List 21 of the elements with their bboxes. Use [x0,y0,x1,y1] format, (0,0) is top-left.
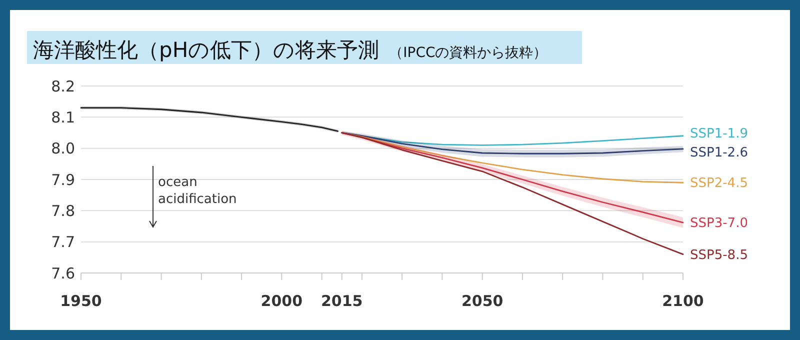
chart-title: 海洋酸性化（pHの低下）の将来予測 [33,38,380,62]
chart-subtitle: （IPCCの資料から抜粋） [389,45,548,61]
x-tick-label: 1950 [60,292,102,310]
line-series [341,132,684,255]
y-tick-label: 7.9 [51,170,75,189]
x-tick-label: 2000 [260,292,303,310]
y-tick-label: 7.8 [51,202,75,220]
series-label: SSP5-8.5 [690,248,748,263]
y-tick-label: 7.7 [51,233,75,252]
series-label: SSP3-7.0 [690,216,748,232]
y-tick-label: 8.2 [51,77,75,96]
y-tick-label: 8.0 [51,140,75,158]
x-tick-label: 2050 [461,292,504,310]
series-label: SSP1-2.6 [690,145,748,160]
series-label: SSP1-1.9 [690,126,748,142]
y-tick-label: 8.1 [51,108,75,126]
y-tick-label: 7.6 [51,264,75,282]
x-tick-label: 2100 [662,292,704,310]
annotation: ocean acidification [158,175,237,207]
series-label: SSP2-4.5 [690,176,748,192]
x-tick-label: 2015 [320,292,363,310]
